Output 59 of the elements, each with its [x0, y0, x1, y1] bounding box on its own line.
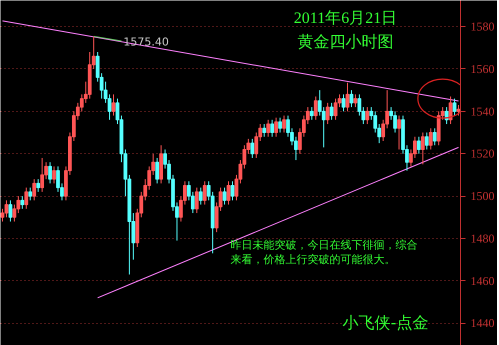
candlestick [28, 187, 32, 201]
candlestick [330, 102, 334, 120]
text: 黄金四小时图 [298, 32, 394, 51]
candlestick [48, 162, 52, 184]
annotation: 1575.40 [123, 35, 169, 48]
candlestick [326, 102, 330, 125]
candlestick [112, 94, 116, 116]
candlestick [282, 115, 286, 134]
candlestick [274, 117, 278, 138]
candlestick [155, 157, 160, 184]
annotation: 小飞侠-点金 [342, 313, 428, 332]
candlestick [202, 180, 207, 206]
candlestick [222, 187, 226, 206]
y-tick-label: 1540 [470, 104, 494, 118]
candlestick [278, 117, 282, 134]
y-tick-label: 1500 [470, 189, 494, 204]
text: 2011年6月21日 [294, 10, 398, 27]
candlestick [420, 132, 425, 165]
candlestick [444, 106, 449, 125]
candlestick [424, 132, 429, 150]
candlestick [32, 178, 36, 201]
candlestick [250, 138, 254, 158]
candlestick [350, 90, 354, 108]
candlestick [230, 180, 234, 201]
y-tick-label: 1480 [470, 231, 494, 246]
candlestick [262, 124, 266, 138]
y-tick-label: 1460 [470, 274, 494, 288]
candlestick [354, 94, 358, 108]
candlestick [8, 200, 12, 222]
candlestick [270, 119, 274, 138]
candlestick [456, 104, 460, 116]
candlestick [24, 187, 28, 210]
candlestick [20, 196, 24, 210]
candlestick [432, 128, 437, 146]
annotation: 昨日未能突破，今日在线下徘徊，综合来看，价格上行突破的可能很大。 [230, 238, 418, 266]
candlestick [226, 180, 230, 206]
candlestick [40, 157, 44, 192]
candlestick [266, 119, 270, 138]
candlestick [52, 166, 56, 184]
candlestick [416, 136, 421, 154]
y-tick-label: 1440 [470, 316, 494, 330]
candlestick [397, 115, 401, 150]
candlestick [310, 106, 314, 120]
candlestick [428, 128, 433, 150]
candlestick [194, 187, 199, 214]
candlestick [448, 96, 452, 125]
y-tick-label: 1580 [470, 20, 494, 34]
candlestick [365, 106, 370, 125]
candlestick [452, 98, 456, 116]
candlestick [198, 187, 203, 206]
candlestick [342, 94, 346, 112]
y-tick-label: 1520 [470, 146, 494, 161]
y-tick-label: 1560 [470, 62, 494, 76]
candlestick [36, 178, 40, 192]
candlestick [393, 110, 397, 134]
candlestick [4, 200, 8, 218]
candlestick [314, 96, 318, 120]
candlestick [346, 82, 350, 112]
candlestick [334, 98, 338, 120]
